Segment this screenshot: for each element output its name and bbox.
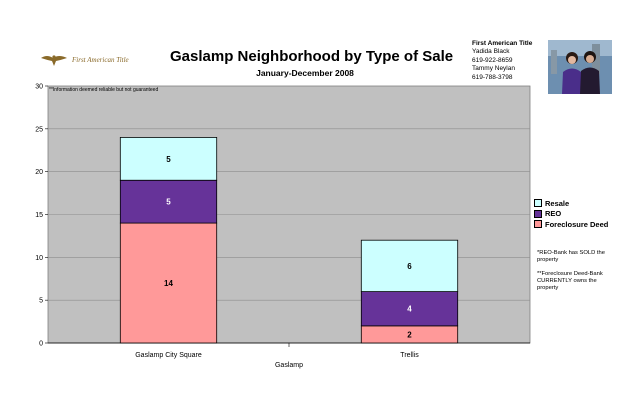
chart-legend: Resale REO Foreclosure Deed [534,198,608,230]
eagle-icon [41,55,67,66]
agents-photo [548,40,612,94]
legend-label-resale: Resale [545,198,570,208]
contact-phone-2: 619-788-3798 [472,73,513,81]
legend-item-resale: Resale [534,198,608,209]
legend-label-foreclosure: Foreclosure Deed [545,219,609,229]
legend-swatch-reo [534,209,542,218]
foreclosure-note: **Foreclosure Deed-Bank CURRENTLY owns t… [537,271,603,291]
x-axis-label: Gaslamp [275,362,303,369]
data-label-reo: 4 [407,305,412,314]
data-label-resale: 6 [407,262,412,271]
bar-resale [119,136,218,181]
company-logo: First American Title [40,50,160,70]
bar-reo [119,179,218,224]
data-label-foreclosure: 2 [407,330,412,339]
y-tick-label: 30 [35,84,43,91]
contact-company: First American Title [472,40,533,47]
footnotes: *REO-Bank has SOLD the property **Forecl… [537,250,607,299]
data-label-reo: 5 [166,198,171,207]
legend-item-reo: REO [534,209,608,220]
legend-item-foreclosure: Foreclosure Deed [534,219,608,230]
contact-phone-1: 619-922-8659 [472,56,513,64]
y-tick-label: 15 [35,212,43,219]
contact-name-2: Tammy Neylan [472,65,515,73]
legend-swatch-foreclosure [534,220,542,229]
logo-text: First American Title [72,56,129,64]
x-tick-label: Gaslamp City Square [135,352,202,359]
y-tick-label: 20 [35,169,43,176]
y-tick-label: 0 [39,341,43,348]
data-label-foreclosure: 14 [164,279,173,288]
bar-reo [360,291,459,327]
legend-swatch-resale [534,199,542,208]
x-tick-label: Trellis [400,352,419,359]
y-tick-label: 25 [35,126,43,133]
data-label-resale: 5 [166,155,171,164]
y-tick-label: 10 [35,255,43,262]
disclaimer-note: **Information deemed reliable but not gu… [49,87,158,93]
y-tick-label: 5 [39,298,43,305]
chart-subtitle: January-December 2008 [256,68,354,78]
legend-label-reo: REO [545,209,562,219]
reo-note: *REO-Bank has SOLD the property [537,250,605,263]
chart-title: Gaslamp Neighborhood by Type of Sale [170,48,454,65]
bar-resale [360,239,459,292]
contact-name-1: Yadida Black [472,48,510,56]
contact-block: First American Title Yadida Black 619-92… [472,40,532,82]
